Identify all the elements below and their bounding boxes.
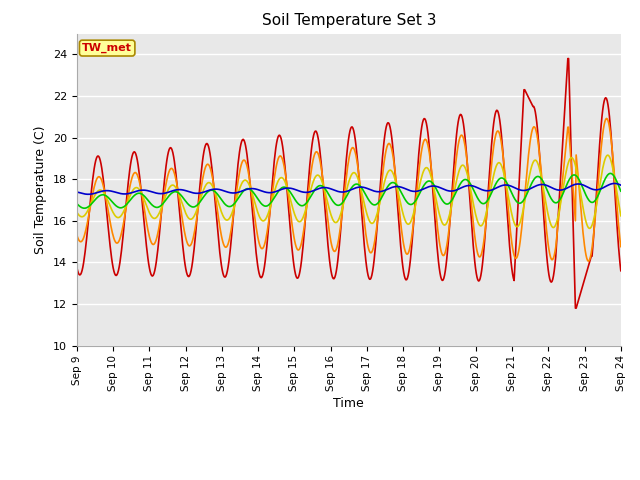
SoilT3_16 xyxy=(73,201,81,206)
SoilT3_08 xyxy=(604,152,612,158)
SoilT3_04 xyxy=(584,258,592,264)
SoilT3_04 xyxy=(83,224,90,229)
SoilT3_08 xyxy=(586,226,594,231)
SoilT3_08 xyxy=(73,209,81,215)
SoilT3_04 xyxy=(617,244,625,250)
SoilT3_04 xyxy=(139,195,147,201)
SoilT3_04 xyxy=(431,198,438,204)
SoilT3_08 xyxy=(223,217,230,223)
SoilT3_16 xyxy=(617,188,625,194)
SoilT3_02 xyxy=(73,264,81,270)
SoilT3_04 xyxy=(73,232,81,238)
SoilT3_32 xyxy=(617,182,625,188)
SoilT3_04 xyxy=(603,116,611,121)
SoilT3_08 xyxy=(139,193,147,199)
SoilT3_08 xyxy=(83,210,90,216)
SoilT3_04 xyxy=(415,169,422,175)
Y-axis label: Soil Temperature (C): Soil Temperature (C) xyxy=(35,125,47,254)
SoilT3_32 xyxy=(223,189,231,195)
SoilT3_02 xyxy=(572,305,579,311)
Line: SoilT3_16: SoilT3_16 xyxy=(77,173,621,208)
SoilT3_08 xyxy=(431,189,438,195)
SoilT3_02 xyxy=(431,214,438,219)
SoilT3_08 xyxy=(194,204,202,210)
Title: Soil Temperature Set 3: Soil Temperature Set 3 xyxy=(262,13,436,28)
SoilT3_04 xyxy=(194,208,202,214)
SoilT3_32 xyxy=(431,183,439,189)
SoilT3_32 xyxy=(83,192,90,197)
SoilT3_16 xyxy=(416,191,424,196)
X-axis label: Time: Time xyxy=(333,397,364,410)
SoilT3_02 xyxy=(415,151,422,156)
SoilT3_16 xyxy=(606,170,614,176)
SoilT3_02 xyxy=(223,271,230,277)
SoilT3_02 xyxy=(617,268,625,274)
SoilT3_16 xyxy=(431,184,439,190)
SoilT3_02 xyxy=(139,204,147,209)
SoilT3_32 xyxy=(84,192,92,197)
SoilT3_16 xyxy=(81,205,88,211)
SoilT3_32 xyxy=(611,180,619,186)
SoilT3_16 xyxy=(223,203,231,209)
SoilT3_08 xyxy=(415,186,422,192)
Line: SoilT3_08: SoilT3_08 xyxy=(77,155,621,228)
Line: SoilT3_02: SoilT3_02 xyxy=(77,59,621,308)
Line: SoilT3_04: SoilT3_04 xyxy=(77,119,621,261)
SoilT3_02 xyxy=(564,56,572,61)
SoilT3_32 xyxy=(416,188,424,193)
Text: TW_met: TW_met xyxy=(82,43,132,53)
SoilT3_16 xyxy=(84,204,92,210)
SoilT3_32 xyxy=(195,191,202,196)
Line: SoilT3_32: SoilT3_32 xyxy=(77,183,621,194)
SoilT3_08 xyxy=(617,213,625,219)
SoilT3_02 xyxy=(83,236,90,241)
SoilT3_16 xyxy=(140,192,147,198)
SoilT3_32 xyxy=(140,187,147,193)
SoilT3_02 xyxy=(194,205,202,211)
SoilT3_32 xyxy=(73,189,81,195)
SoilT3_16 xyxy=(195,201,202,206)
SoilT3_04 xyxy=(223,244,230,250)
